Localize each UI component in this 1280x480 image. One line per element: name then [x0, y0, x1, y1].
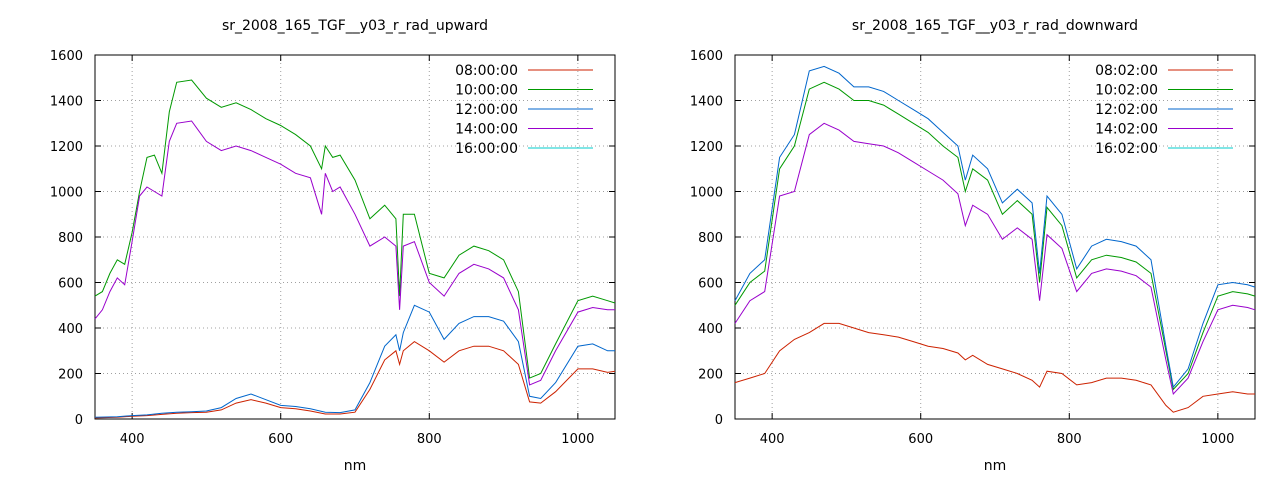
y-tick-label: 1000: [50, 186, 83, 201]
y-tick-label: 1200: [690, 140, 723, 155]
y-tick-label: 1600: [690, 49, 723, 64]
legend-label: 08:00:00: [455, 63, 518, 79]
y-tick-label: 1400: [50, 95, 83, 110]
legend-label: 16:00:00: [455, 141, 518, 157]
series-line-14-00-00: [94, 120, 615, 386]
legend-label: 12:00:00: [455, 102, 518, 118]
y-tick-label: 200: [58, 368, 83, 383]
y-tick-label: 800: [58, 231, 83, 246]
series-line-10-00-00: [94, 79, 616, 379]
series-line-08-02-00: [734, 322, 1255, 413]
y-tick-label: 600: [58, 277, 83, 292]
chart-panel-2: sr_2008_165_TGF__y03_r_rad_downward 400 60…: [690, 18, 1256, 474]
legend-label: 16:02:00: [1095, 141, 1158, 157]
y-tick-label: 400: [58, 322, 83, 337]
legend-label: 12:02:00: [1095, 102, 1158, 118]
chart-title: sr_2008_165_TGF__y03_r_rad_upward: [222, 18, 488, 34]
x-tick-label: 600: [268, 432, 293, 447]
y-tick-label: 1200: [50, 140, 83, 155]
x-tick-label: 600: [908, 432, 933, 447]
legend-label: 10:02:00: [1095, 83, 1158, 99]
y-tick-label: 200: [698, 368, 723, 383]
y-tick-label: 600: [698, 277, 723, 292]
x-axis-label: nm: [344, 458, 367, 474]
y-tick-label: 0: [75, 413, 83, 428]
legend-label: 08:02:00: [1095, 63, 1158, 79]
series-line-12-02-00: [734, 65, 1256, 389]
series-line-12-00-00: [94, 304, 615, 418]
y-tick-label: 1400: [690, 95, 723, 110]
y-tick-label: 1000: [690, 186, 723, 201]
chart-panel-1: sr_2008_165_TGF__y03_r_rad_upward 400 600 8…: [50, 18, 616, 474]
x-axis-label: nm: [984, 458, 1007, 474]
y-tick-label: 1600: [50, 49, 83, 64]
chart-title: sr_2008_165_TGF__y03_r_rad_downward: [852, 18, 1138, 34]
legend-label: 14:00:00: [455, 122, 518, 138]
series-line-08-00-00: [94, 340, 616, 419]
y-tick-label: 800: [698, 231, 723, 246]
x-tick-label: 800: [417, 432, 442, 447]
x-tick-label: 800: [1057, 432, 1082, 447]
series-line-14-02-00: [734, 122, 1256, 396]
legend-label: 10:00:00: [455, 83, 518, 99]
x-tick-label: 400: [760, 432, 785, 447]
x-tick-label: 1000: [1201, 432, 1234, 447]
y-tick-label: 400: [698, 322, 723, 337]
x-tick-label: 400: [120, 432, 145, 447]
x-tick-label: 1000: [561, 432, 594, 447]
y-tick-label: 0: [715, 413, 723, 428]
series-line-10-02-00: [734, 81, 1256, 391]
legend-label: 14:02:00: [1095, 122, 1158, 138]
